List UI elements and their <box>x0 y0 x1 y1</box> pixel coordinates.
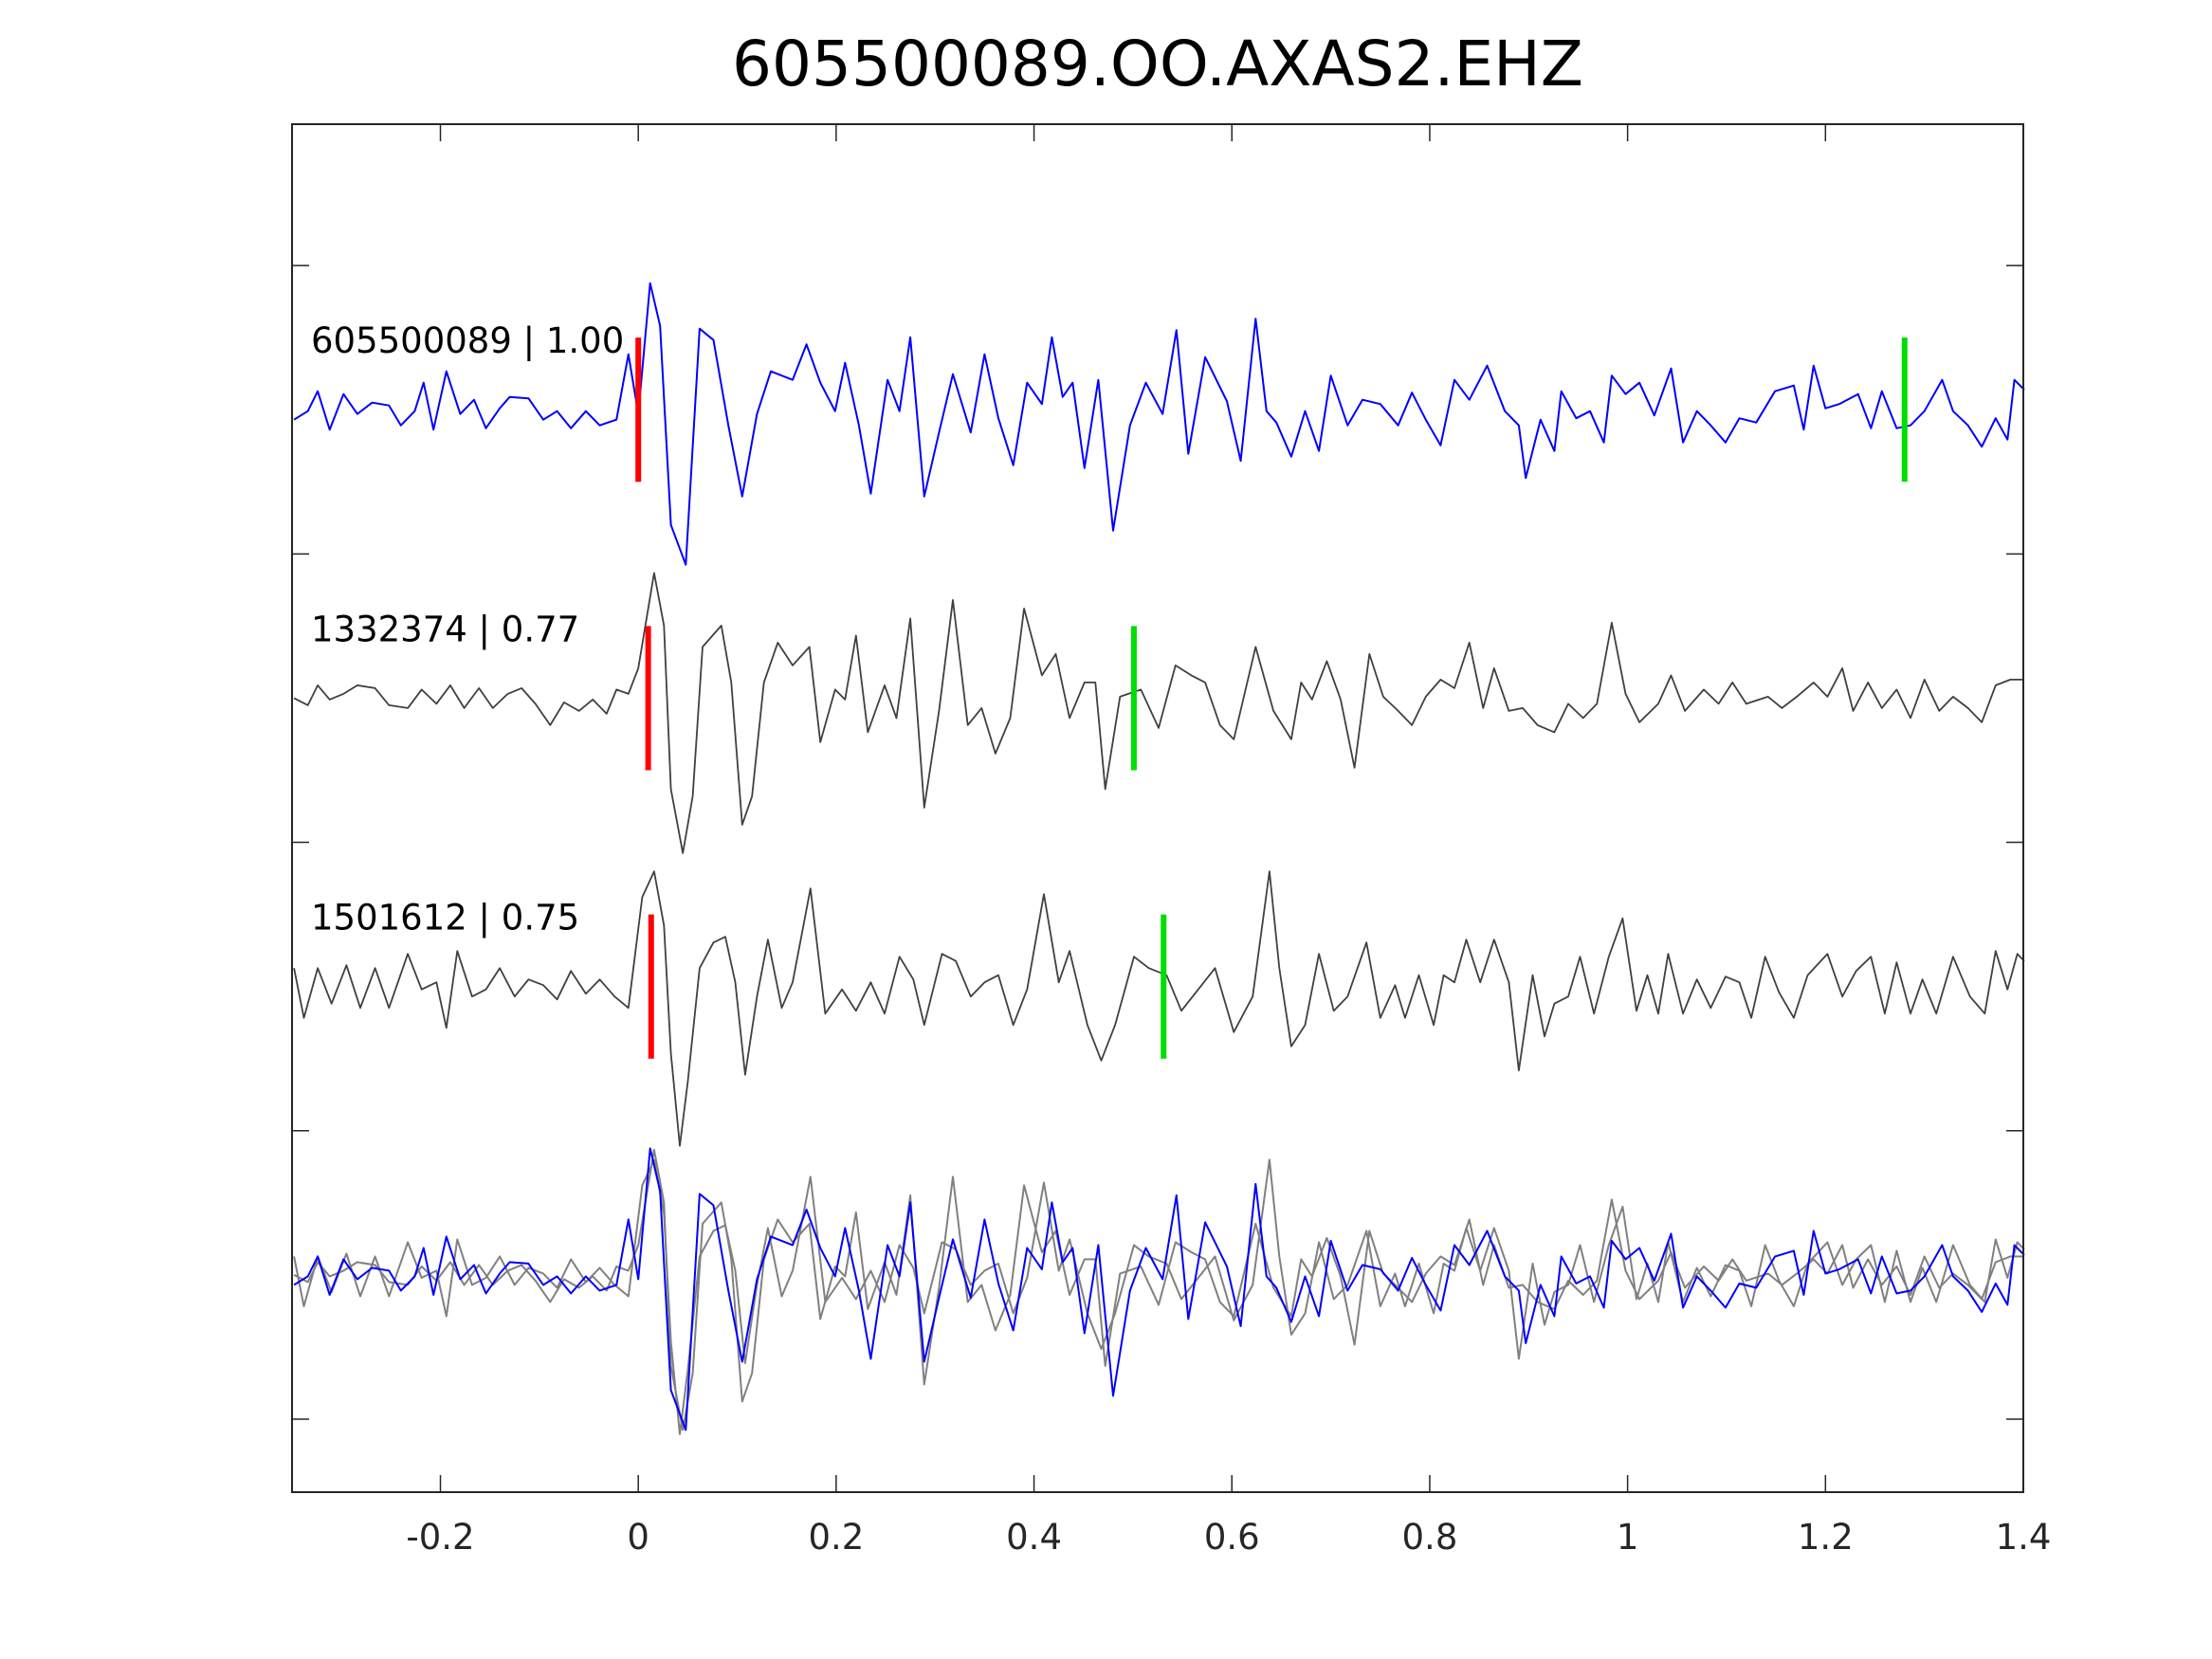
x-tick-label: 0.8 <box>1402 1517 1458 1558</box>
trace-1332374 <box>293 572 2024 854</box>
x-tick-label: 0.6 <box>1204 1517 1260 1558</box>
axes-box <box>291 123 2024 1493</box>
trace-labels: 605500089 | 1.00 1332374 | 0.77 1501612 … <box>311 320 624 938</box>
trace-label-1501612: 1501612 | 0.75 <box>311 898 579 939</box>
x-tick-label: 0.4 <box>1006 1517 1062 1558</box>
picks-layer <box>635 337 1908 1059</box>
x-tick-label: 0 <box>627 1517 649 1558</box>
x-tick-label: -0.2 <box>406 1517 474 1558</box>
x-tick-label: 1.2 <box>1798 1517 1854 1558</box>
traces-layer <box>293 282 2025 1435</box>
chart-title: 605500089.OO.AXAS2.EHZ <box>732 27 1583 100</box>
trace-label-1332374: 1332374 | 0.77 <box>311 609 579 649</box>
x-tick-label: 1 <box>1617 1517 1639 1558</box>
trace-605500089 <box>293 282 2025 566</box>
x-tick-label: 1.4 <box>1996 1517 2052 1558</box>
trace-1501612 <box>293 870 2025 1147</box>
trace-label-605500089: 605500089 | 1.00 <box>311 320 624 361</box>
overlay-trace-605500089 <box>293 1147 2025 1431</box>
x-tick-label: 0.2 <box>808 1517 864 1558</box>
axes: -0.2 0 0.2 0.4 0.6 0.8 1 1.2 1.4 <box>291 123 2052 1558</box>
